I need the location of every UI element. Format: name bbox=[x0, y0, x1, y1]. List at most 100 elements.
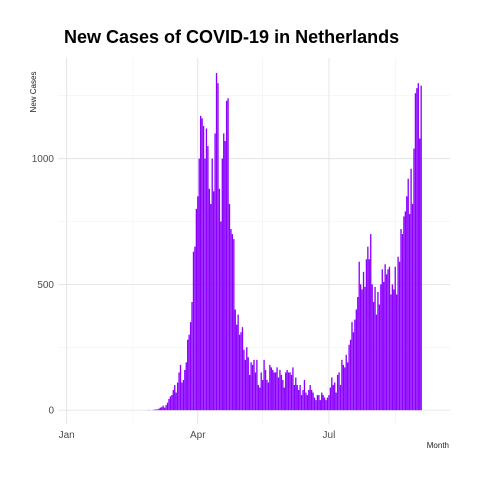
bar bbox=[285, 372, 287, 411]
bar bbox=[184, 369, 186, 411]
bar bbox=[287, 372, 290, 411]
bar bbox=[197, 196, 199, 411]
bar bbox=[240, 332, 242, 411]
bar bbox=[401, 234, 404, 411]
bar bbox=[348, 344, 350, 411]
bar bbox=[359, 284, 362, 411]
bar bbox=[303, 379, 306, 411]
bar bbox=[215, 73, 218, 411]
bar bbox=[411, 203, 414, 411]
bar bbox=[384, 264, 386, 411]
bar bbox=[387, 269, 389, 411]
bar bbox=[390, 294, 392, 411]
bar bbox=[318, 395, 320, 411]
bar bbox=[420, 85, 422, 411]
bar bbox=[204, 158, 206, 411]
bar bbox=[283, 387, 285, 411]
y-tick-labels: 0 500 1000 bbox=[32, 154, 55, 417]
bar bbox=[385, 274, 388, 411]
bar bbox=[361, 289, 363, 411]
bar bbox=[195, 208, 198, 411]
bar bbox=[172, 390, 174, 411]
bar bbox=[194, 246, 196, 411]
bar bbox=[413, 148, 415, 411]
bar bbox=[250, 362, 252, 411]
bar bbox=[210, 203, 212, 411]
bar bbox=[295, 377, 297, 411]
bar bbox=[419, 138, 421, 411]
bar bbox=[251, 364, 254, 411]
bar bbox=[338, 372, 340, 411]
bar bbox=[396, 294, 398, 411]
bar bbox=[263, 359, 265, 411]
x-tick-labels: Jan Apr Jul bbox=[59, 430, 336, 441]
bar bbox=[355, 309, 357, 411]
bar bbox=[368, 259, 370, 411]
bar bbox=[207, 146, 209, 411]
bar bbox=[272, 369, 274, 411]
bar bbox=[161, 407, 163, 411]
bar bbox=[349, 339, 352, 411]
bar bbox=[403, 216, 405, 411]
bar bbox=[378, 304, 381, 411]
bar bbox=[407, 178, 409, 411]
bar bbox=[257, 385, 259, 411]
bar bbox=[274, 372, 277, 411]
x-tick-label: Apr bbox=[190, 430, 206, 441]
bar bbox=[264, 369, 267, 411]
bar bbox=[325, 400, 327, 411]
bar bbox=[404, 211, 406, 411]
bar bbox=[341, 359, 343, 411]
bar bbox=[220, 221, 222, 411]
bar bbox=[393, 289, 395, 411]
x-axis-label: Month bbox=[427, 441, 449, 450]
bar bbox=[380, 284, 382, 411]
bar bbox=[259, 387, 261, 411]
bar bbox=[322, 395, 324, 411]
bar bbox=[249, 374, 251, 411]
bar bbox=[182, 379, 185, 411]
bar bbox=[282, 379, 284, 411]
bar bbox=[236, 324, 238, 411]
bar bbox=[273, 372, 275, 411]
bar bbox=[188, 334, 190, 411]
x-tick-label: Jul bbox=[323, 430, 336, 441]
bar bbox=[208, 188, 210, 411]
bar bbox=[374, 286, 376, 411]
bar bbox=[286, 369, 288, 411]
bar bbox=[269, 364, 271, 411]
bar bbox=[406, 196, 408, 411]
bar bbox=[202, 125, 205, 411]
bar bbox=[329, 387, 332, 411]
bar bbox=[159, 407, 161, 411]
bar bbox=[168, 398, 170, 411]
bar bbox=[416, 88, 418, 411]
bar bbox=[328, 395, 330, 411]
bar bbox=[410, 168, 412, 411]
bar bbox=[310, 390, 313, 411]
bar bbox=[332, 385, 334, 411]
bar bbox=[308, 390, 310, 411]
bar bbox=[381, 269, 383, 411]
bar bbox=[336, 374, 339, 411]
bar bbox=[231, 234, 234, 411]
bar bbox=[169, 396, 172, 411]
bar bbox=[254, 372, 257, 411]
bar bbox=[201, 118, 203, 411]
x-tick-label: Jan bbox=[59, 430, 75, 441]
bar bbox=[296, 385, 298, 411]
bar bbox=[171, 395, 173, 411]
bar bbox=[315, 400, 317, 411]
bar bbox=[178, 372, 180, 411]
bar bbox=[289, 372, 291, 411]
bar bbox=[253, 359, 255, 411]
bar bbox=[234, 309, 236, 411]
bar bbox=[192, 251, 195, 411]
bar bbox=[397, 256, 399, 411]
bar bbox=[217, 83, 219, 411]
bar bbox=[414, 93, 417, 411]
bar bbox=[298, 390, 300, 411]
bar bbox=[227, 98, 229, 411]
bar bbox=[326, 397, 329, 411]
bar bbox=[228, 203, 231, 411]
